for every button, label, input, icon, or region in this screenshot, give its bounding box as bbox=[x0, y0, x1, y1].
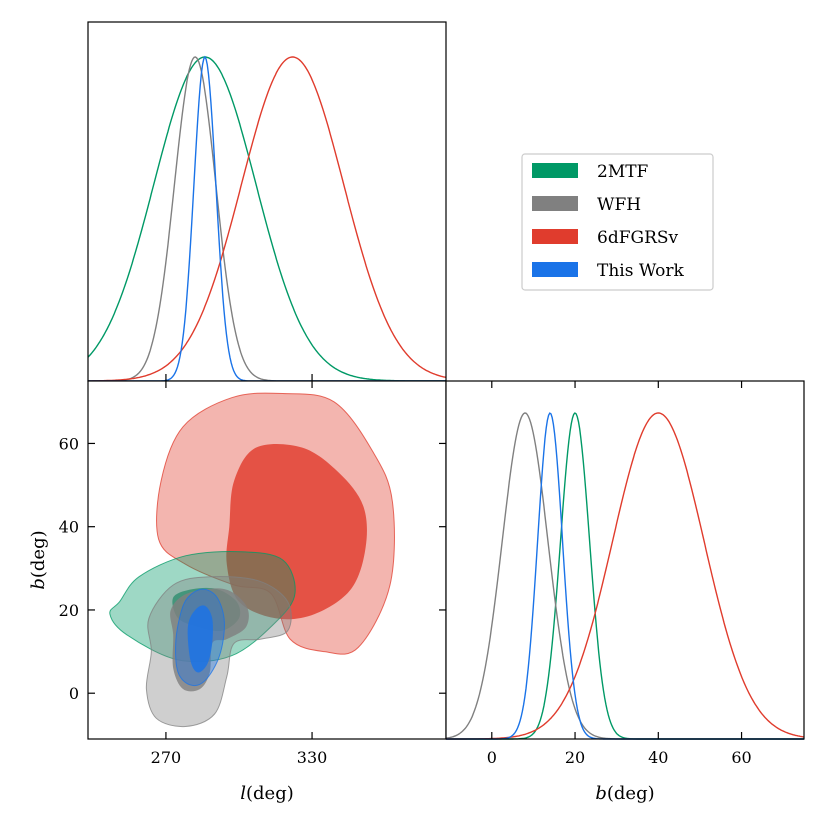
legend-swatch-2mtf bbox=[532, 163, 578, 178]
legend-label-6dfgrsv: 6dFGRSv bbox=[597, 228, 679, 248]
b-marginal-tick-label-20: 20 bbox=[565, 748, 585, 767]
legend-swatch-wfh bbox=[532, 196, 578, 211]
legend-swatch-6dfgrsv bbox=[532, 229, 578, 244]
l-b-contour-panel: 270 330 0 20 40 60 bbox=[59, 380, 447, 767]
contour-1sigma-this-work bbox=[187, 605, 213, 673]
b-marginal-tick-label-40: 40 bbox=[648, 748, 668, 767]
b-tick-label-0: 0 bbox=[69, 684, 79, 703]
l-marginal-6dfgrsv bbox=[88, 56, 447, 382]
contour-1sigma-6dfgrsv bbox=[226, 443, 367, 620]
b-tick-label-60: 60 bbox=[59, 434, 79, 453]
legend-swatch-this-work bbox=[532, 262, 578, 277]
b-marginal-tick-label-60: 60 bbox=[731, 748, 751, 767]
l-tick-label-330: 330 bbox=[297, 748, 328, 767]
l-tick-label-270: 270 bbox=[151, 748, 182, 767]
b-tick-label-40: 40 bbox=[59, 518, 79, 537]
legend: 2MTF WFH 6dFGRSv This Work bbox=[521, 153, 714, 291]
legend-label-this-work: This Work bbox=[597, 261, 685, 281]
b-marginal-tick-label-0: 0 bbox=[487, 748, 497, 767]
y-axis-label-b: b(deg) bbox=[28, 530, 49, 589]
l-posterior-panel bbox=[87, 21, 447, 382]
x-axis-label-b: b(deg) bbox=[595, 783, 654, 804]
legend-label-2mtf: 2MTF bbox=[597, 162, 649, 182]
b-posterior-panel: 0 20 40 60 bbox=[445, 380, 805, 767]
x-axis-label-l: l(deg) bbox=[240, 783, 294, 804]
b-tick-label-20: 20 bbox=[59, 601, 79, 620]
legend-label-wfh: WFH bbox=[597, 195, 641, 215]
